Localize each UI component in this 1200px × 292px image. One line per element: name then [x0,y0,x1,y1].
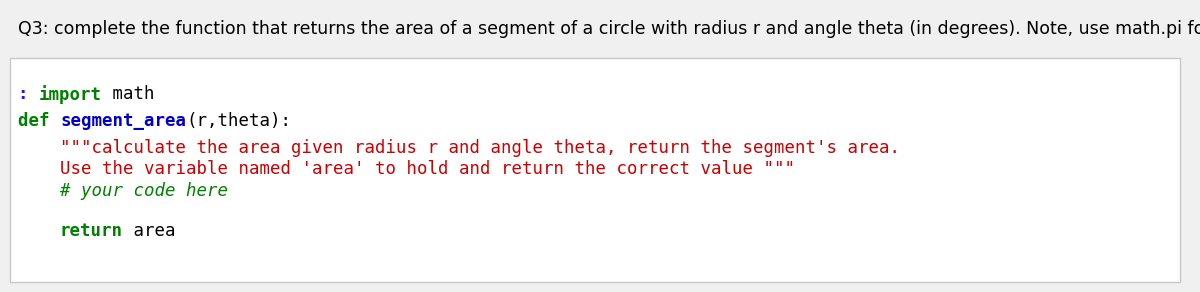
Text: def: def [18,112,60,130]
Text: segment_area: segment_area [60,112,186,130]
Text: :: : [18,85,38,103]
Text: math: math [102,85,155,103]
Text: Use the variable named 'area' to hold and return the correct value """: Use the variable named 'area' to hold an… [18,160,796,178]
Text: import: import [38,85,102,104]
Text: area: area [124,222,175,240]
Text: Q3: complete the function that returns the area of a segment of a circle with ra: Q3: complete the function that returns t… [18,20,1200,38]
Text: return: return [60,222,124,240]
Text: (r,theta):: (r,theta): [186,112,292,130]
FancyBboxPatch shape [10,58,1180,282]
Text: # your code here: # your code here [18,182,228,200]
Text: """calculate the area given radius r and angle theta, return the segment's area.: """calculate the area given radius r and… [18,139,900,157]
